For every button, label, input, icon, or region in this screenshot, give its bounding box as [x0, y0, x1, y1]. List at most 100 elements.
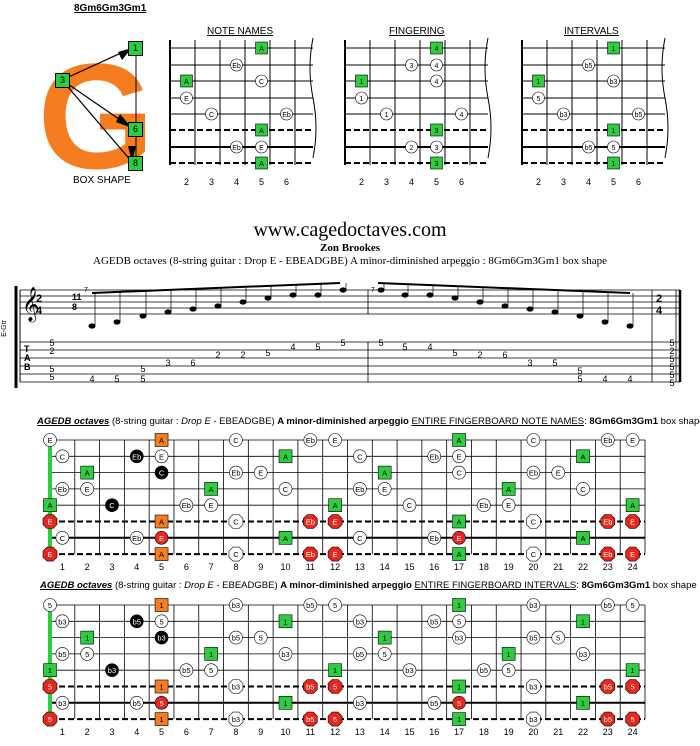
mini-mark-label: E — [259, 145, 264, 152]
note-label: 1 — [383, 634, 387, 643]
mini-note-marker — [632, 107, 645, 121]
svg-text:2: 2 — [49, 346, 54, 356]
mini-note-marker — [557, 107, 570, 121]
tab-number: 5 — [577, 366, 582, 376]
note-label: b3 — [281, 650, 289, 659]
mini-root-marker — [430, 156, 443, 170]
note-label: A — [457, 436, 462, 445]
note-head — [164, 309, 172, 315]
tab-number: 6 — [190, 358, 195, 368]
note-label: Eb — [355, 485, 364, 494]
note-label: Eb — [306, 436, 315, 445]
root-marker — [328, 663, 342, 678]
fret-number: 2 — [85, 562, 90, 572]
fret-number: 12 — [330, 562, 340, 572]
tab-number: 4 — [89, 374, 94, 384]
fret-number: 13 — [355, 727, 365, 737]
note-label: A — [159, 436, 164, 445]
mini-root-marker — [607, 156, 620, 170]
note-marker — [129, 449, 144, 464]
note-marker — [228, 711, 244, 727]
tab-number: 5 — [669, 378, 674, 388]
tab-number: 6 — [502, 350, 507, 360]
root-marker — [204, 647, 218, 661]
mini-note-marker — [405, 58, 418, 72]
note-marker — [625, 546, 640, 562]
note-label: E — [333, 550, 338, 559]
root-marker — [501, 647, 516, 661]
note-marker — [600, 514, 616, 529]
root-marker — [80, 465, 94, 480]
note-label: E — [47, 518, 52, 527]
note-label: E — [382, 485, 387, 494]
note-label: b5 — [430, 617, 438, 626]
note-head — [339, 287, 347, 293]
note-label: 1 — [631, 666, 635, 675]
note-marker — [228, 679, 244, 694]
note-label: 5 — [159, 699, 163, 708]
note-marker — [55, 647, 70, 661]
note-marker — [105, 663, 119, 678]
mini-root-marker — [255, 123, 268, 137]
fret-number: 5 — [159, 727, 164, 737]
board2-title: AGEDB octaves (8-string guitar : Drop E … — [40, 580, 697, 591]
mini-note-marker — [280, 107, 293, 121]
note-marker — [402, 663, 417, 678]
fret-number: 11 — [306, 727, 315, 737]
mini-note-marker — [255, 140, 268, 154]
note-marker — [129, 530, 144, 545]
note-label: 5 — [457, 699, 461, 708]
note-label: b3 — [108, 666, 116, 675]
note-label: A — [506, 485, 511, 494]
note-label: b5 — [529, 634, 537, 643]
fret-number: 6 — [184, 727, 189, 737]
fret-number: 11 — [306, 562, 315, 572]
mini-mark-label: 4 — [460, 112, 464, 119]
note-marker — [551, 465, 566, 480]
note-label: b5 — [133, 699, 141, 708]
fret-number: 24 — [628, 562, 638, 572]
note-marker — [229, 465, 243, 480]
note-label: E — [159, 534, 164, 543]
note-marker — [327, 679, 343, 694]
tab-number: 2 — [669, 346, 674, 356]
root-marker — [154, 679, 169, 694]
root-marker — [625, 663, 640, 678]
note-label: b3 — [58, 617, 66, 626]
mini-fret-number: 2 — [184, 177, 189, 187]
mini-mark-label: b5 — [585, 63, 593, 70]
fret-number: 21 — [553, 562, 563, 572]
note-label: Eb — [182, 501, 191, 510]
note-marker — [377, 647, 392, 661]
note-head — [189, 306, 197, 312]
note-marker — [327, 546, 343, 562]
note-marker — [452, 449, 466, 464]
note-marker — [129, 695, 144, 710]
note-label: b5 — [356, 650, 364, 659]
note-marker — [42, 546, 58, 562]
note-marker — [526, 546, 541, 562]
note-label: E — [630, 436, 635, 445]
mini-fret-number: 6 — [459, 177, 464, 187]
svg-text:5: 5 — [49, 338, 54, 348]
note-marker — [526, 433, 541, 447]
note-label: C — [531, 550, 537, 559]
note-head — [426, 292, 434, 298]
note-head — [501, 303, 509, 309]
mini-mark-label: A — [259, 161, 264, 168]
note-label: 5 — [159, 617, 163, 626]
note-label: 5 — [209, 666, 213, 675]
note-marker — [328, 433, 342, 447]
mini-mark-label: b5 — [585, 145, 593, 152]
note-label: C — [456, 469, 462, 478]
mini-note-marker — [355, 91, 368, 105]
note-marker — [43, 433, 57, 447]
mini-mark-label: Eb — [232, 63, 241, 70]
mini-fret-number: 4 — [234, 177, 239, 187]
note-label: C — [357, 452, 363, 461]
mini-root-marker — [607, 123, 620, 137]
note-marker — [600, 546, 616, 562]
note-label: C — [580, 485, 586, 494]
root-marker — [576, 614, 590, 629]
note-label: E — [333, 518, 338, 527]
